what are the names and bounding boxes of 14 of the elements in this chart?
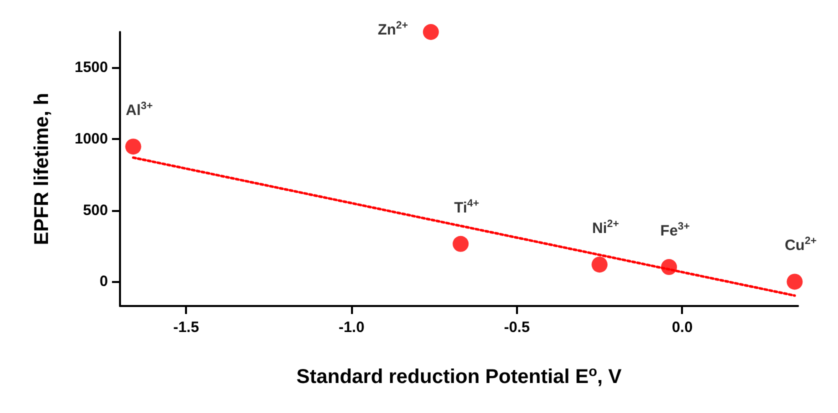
y-tick-label: 1000 (74, 130, 108, 148)
point (786, 274, 803, 290)
y-tick-label: 1500 (74, 59, 108, 76)
point (452, 236, 469, 252)
point (422, 24, 439, 40)
x-tick-label: 0.0 (672, 319, 693, 336)
y-tick-label: 500 (82, 202, 108, 219)
point (125, 138, 142, 155)
x-tick-label: -1.5 (173, 319, 200, 336)
y-tick-label: 0 (100, 273, 108, 290)
y-axis-title: EPFR lifetime, h (31, 92, 53, 246)
x-tick-label: -1.0 (338, 319, 364, 336)
point (592, 256, 608, 273)
x-tick-label: -0.5 (504, 319, 530, 336)
